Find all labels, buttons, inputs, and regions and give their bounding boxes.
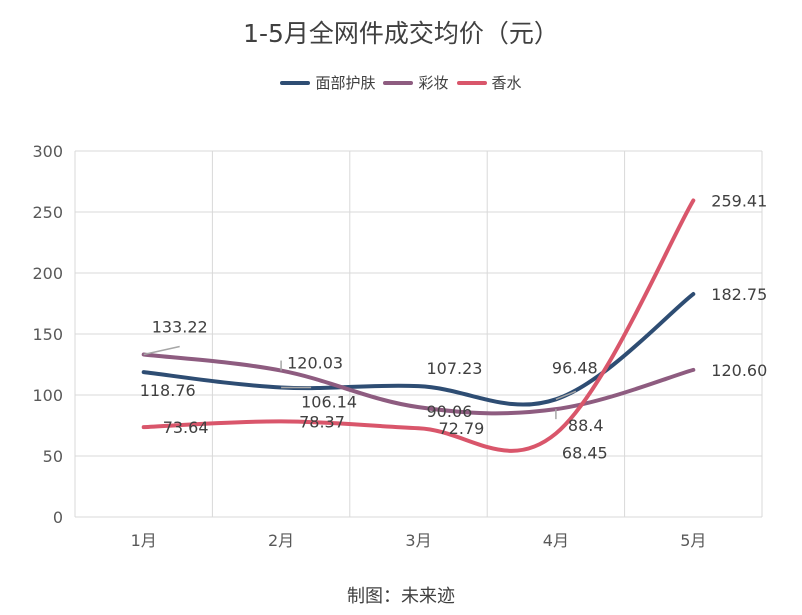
data-label: 118.76 xyxy=(140,381,196,400)
legend-label: 彩妆 xyxy=(418,74,449,92)
y-tick-label: 50 xyxy=(43,447,63,466)
legend-swatch xyxy=(280,80,311,85)
x-tick-label: 1月 xyxy=(131,531,157,550)
data-label: 259.41 xyxy=(711,192,767,211)
data-label: 68.45 xyxy=(562,443,608,462)
data-label: 133.22 xyxy=(152,317,208,336)
legend-label: 面部护肤 xyxy=(315,74,376,92)
data-label: 90.06 xyxy=(427,402,473,421)
y-tick-label: 300 xyxy=(32,142,63,161)
data-label: 78.37 xyxy=(299,412,345,431)
y-tick-label: 0 xyxy=(53,508,63,527)
y-tick-label: 100 xyxy=(32,386,63,405)
data-label: 120.60 xyxy=(711,361,767,380)
y-tick-label: 200 xyxy=(32,264,63,283)
leader-line xyxy=(555,390,577,400)
legend: 面部护肤 彩妆 香水 xyxy=(0,72,802,93)
data-label: 73.64 xyxy=(163,418,209,437)
x-tick-label: 2月 xyxy=(268,531,294,550)
chart-title: 1-5月全网件成交均价（元） xyxy=(243,19,559,48)
series-line xyxy=(141,198,696,453)
data-label: 107.23 xyxy=(427,359,483,378)
y-tick-label: 250 xyxy=(32,203,63,222)
data-label: 72.79 xyxy=(439,419,485,438)
legend-item: 香水 xyxy=(456,72,522,93)
data-label: 88.4 xyxy=(568,416,604,435)
data-label: 120.03 xyxy=(287,354,343,373)
series-line xyxy=(141,292,696,407)
data-label: 182.75 xyxy=(711,285,767,304)
legend-swatch xyxy=(456,80,487,85)
legend-label: 香水 xyxy=(491,74,522,92)
legend-item: 面部护肤 xyxy=(280,72,375,93)
credit-text: 制图：未来迹 xyxy=(347,586,455,607)
series-line xyxy=(141,352,696,416)
x-tick-label: 5月 xyxy=(680,531,706,550)
legend-swatch xyxy=(383,80,414,85)
data-label: 96.48 xyxy=(552,358,598,377)
y-tick-label: 150 xyxy=(32,325,63,344)
leader-line xyxy=(143,345,180,356)
x-tick-label: 3月 xyxy=(405,531,431,550)
data-label: 106.14 xyxy=(301,393,357,412)
x-tick-label: 4月 xyxy=(543,531,569,550)
legend-item: 彩妆 xyxy=(383,72,449,93)
